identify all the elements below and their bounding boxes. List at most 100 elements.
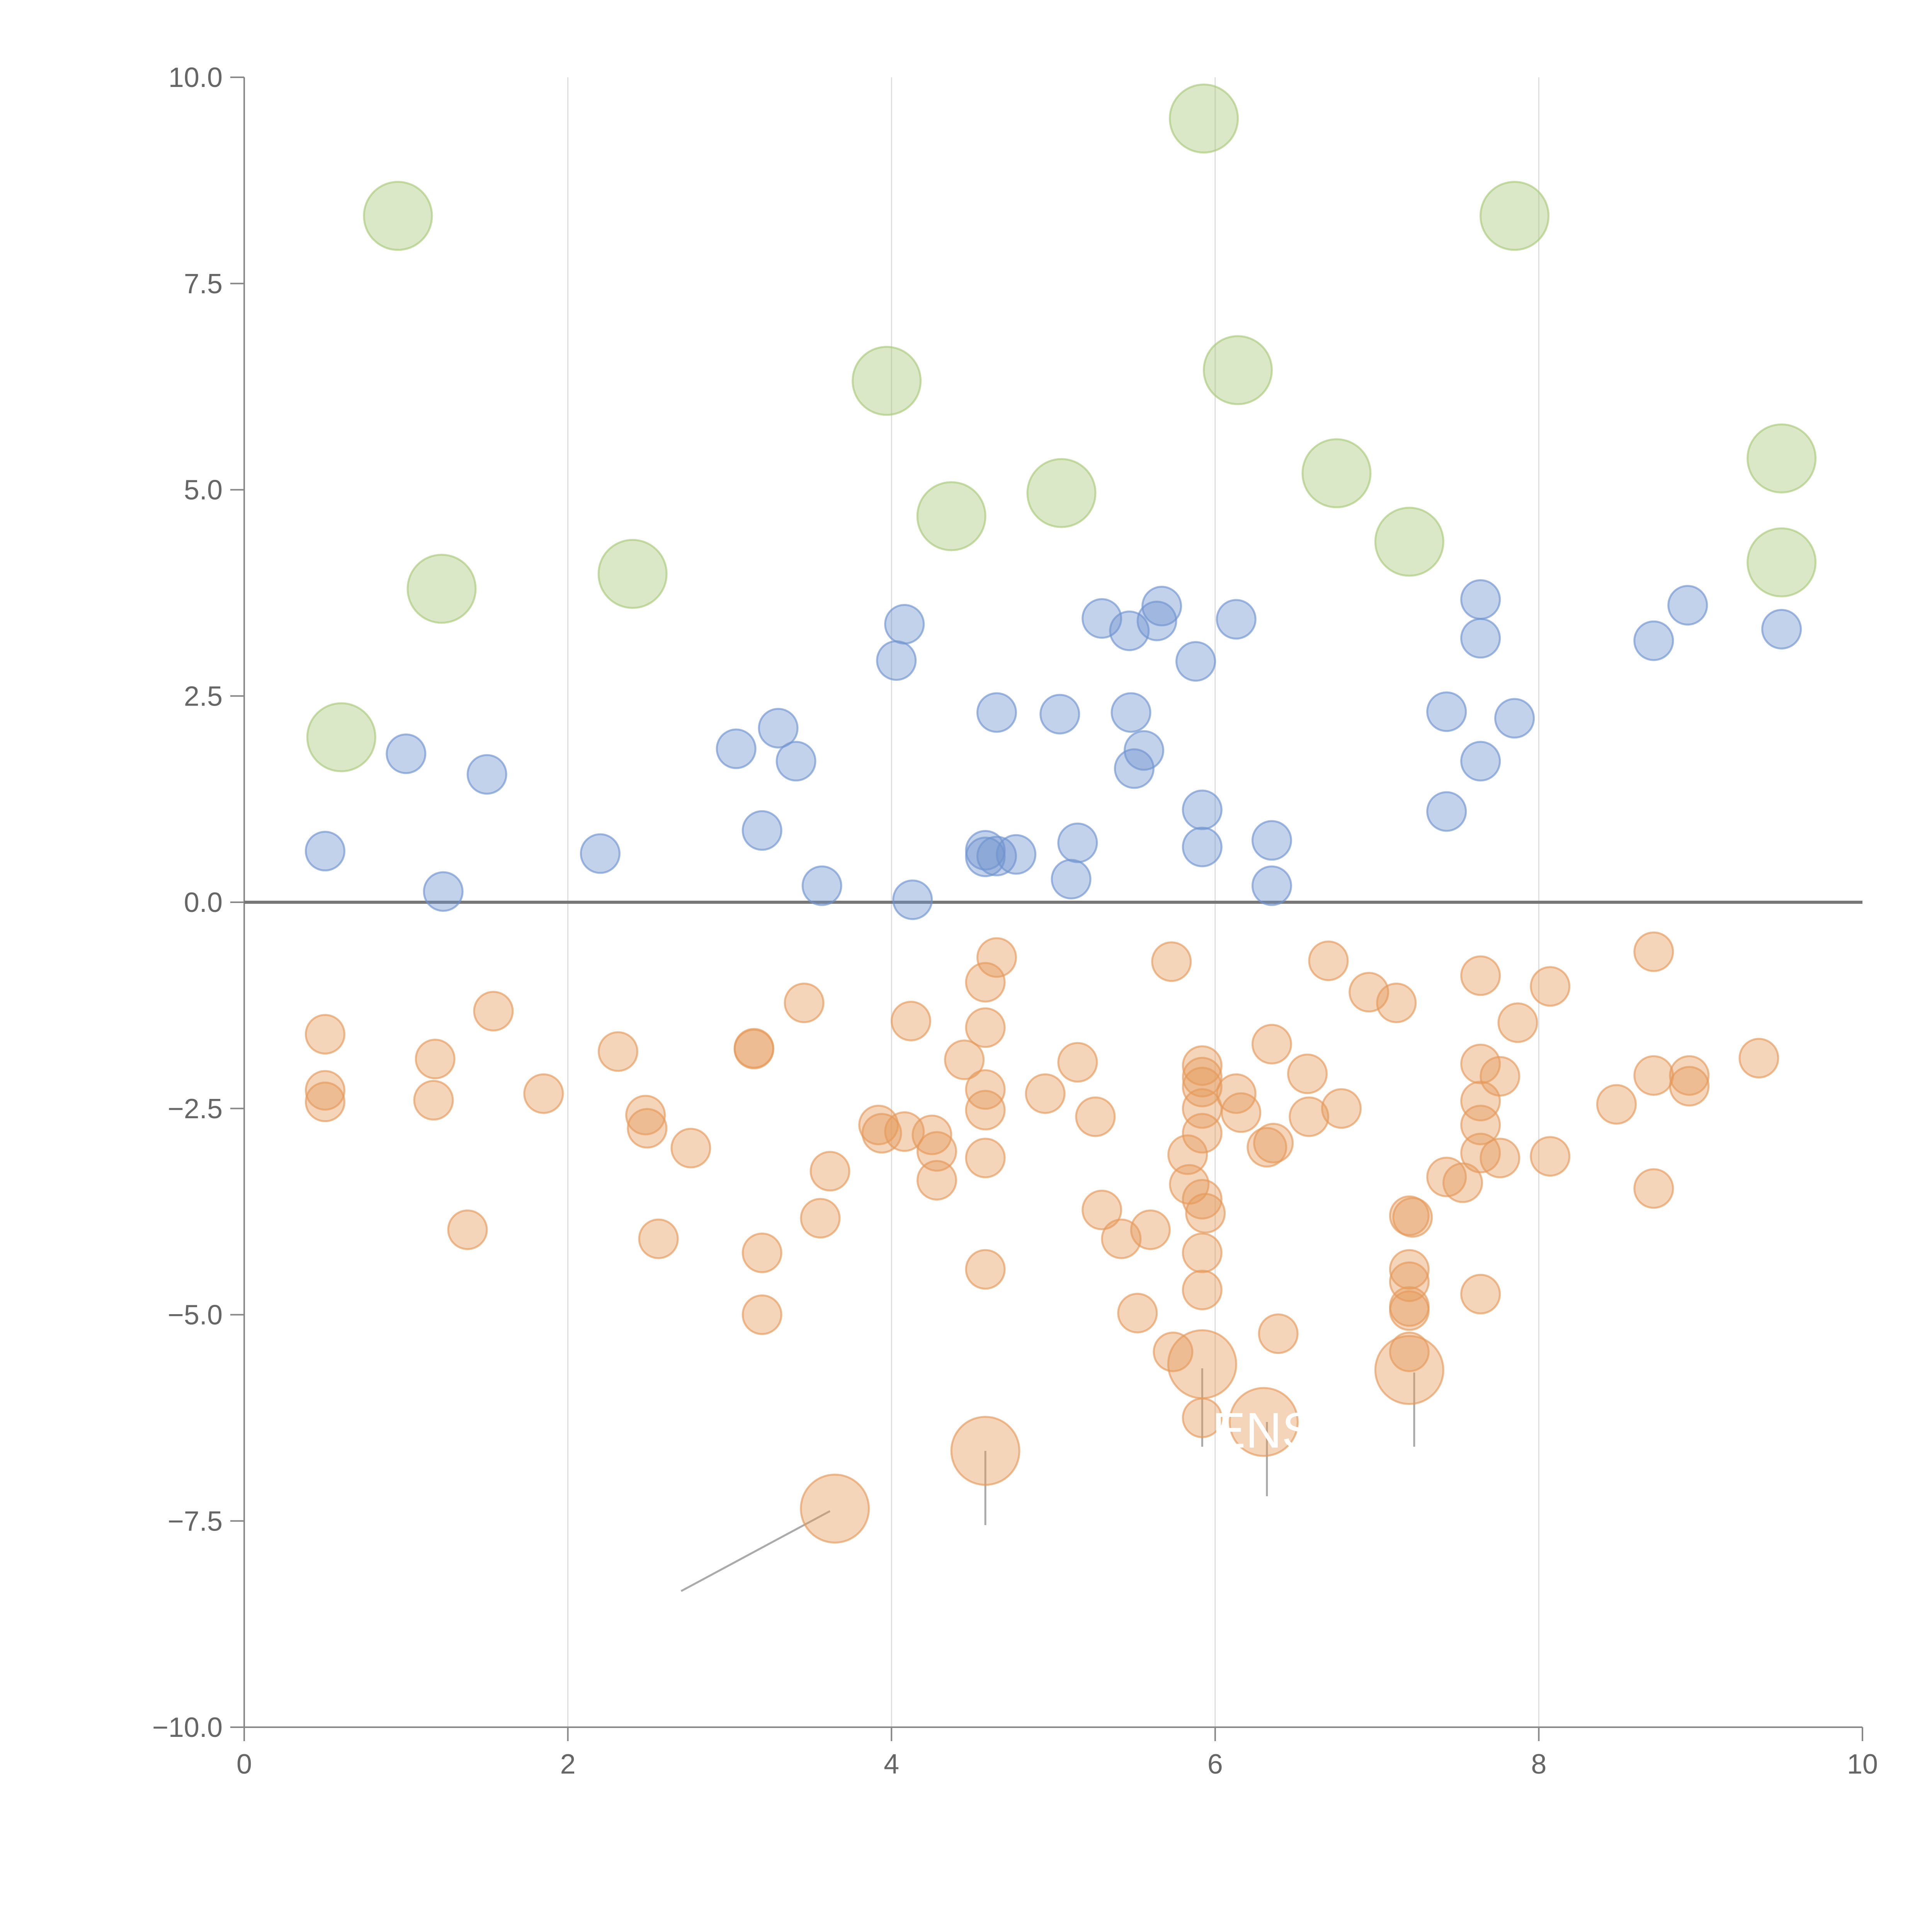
point-orange-large [950,1416,1020,1486]
point-green [1202,335,1273,405]
point-orange [1389,1195,1430,1236]
point-orange [1025,1073,1066,1114]
data-points [304,83,1817,1544]
point-orange-large [800,1473,870,1544]
point-orange [1530,1136,1571,1177]
point-orange [861,1113,902,1154]
point-orange [1349,972,1389,1013]
point-blue [876,640,917,681]
point-orange [1442,1162,1483,1203]
point-orange [1185,1193,1226,1234]
point-orange [1389,1290,1430,1331]
point-orange [1460,955,1501,996]
x-tick-label: 10 [1847,1749,1878,1780]
point-green [1301,438,1372,509]
x-tick-label: 8 [1531,1749,1546,1780]
point-blue [1082,598,1122,639]
point-orange [976,937,1017,978]
point-blue [1251,865,1292,906]
point-orange [1392,1197,1433,1238]
point-orange [1258,1313,1299,1354]
point-blue [776,741,816,782]
point-orange [1130,1209,1171,1250]
point-blue [580,833,621,874]
point-orange [810,1151,850,1192]
point-orange [965,1249,1006,1290]
point-blue [1460,579,1501,620]
point-orange [1376,982,1417,1023]
point-green [916,481,986,551]
y-tick-label: 5.0 [184,475,223,506]
point-blue [892,879,933,920]
point-orange [1389,1261,1430,1302]
point-blue [884,604,925,645]
point-orange-large [1228,1387,1299,1457]
point-blue [1109,611,1150,651]
point-orange [1151,941,1192,982]
x-tick-label: 2 [560,1749,576,1780]
point-blue [742,810,782,851]
point-orange [1633,931,1674,972]
point-blue [1182,827,1223,867]
point-orange [1480,1138,1520,1179]
point-orange [1075,1096,1116,1137]
point-orange [800,1198,841,1239]
point-orange [1253,1122,1294,1163]
point-orange [1251,1024,1292,1065]
point-green [406,554,477,624]
point-orange [1738,1038,1779,1079]
point-orange [1460,1043,1501,1084]
point-orange [1633,1168,1674,1209]
point-blue [1460,618,1501,659]
point-orange [473,991,514,1032]
point-orange [1082,1189,1122,1230]
point-orange [742,1294,782,1335]
point-orange [1153,1332,1194,1372]
point-orange [1182,1232,1223,1273]
point-blue [304,831,345,872]
point-orange [1460,1104,1501,1145]
point-orange [1182,1113,1223,1154]
point-blue [965,837,1006,878]
point-orange [1426,1156,1467,1197]
point-orange [523,1073,564,1114]
point-blue [1175,641,1216,682]
x-tick-label: 0 [236,1749,252,1780]
point-blue [1124,730,1165,771]
point-orange [916,1160,957,1201]
point-orange [1669,1055,1710,1096]
point-green [1026,458,1097,528]
point-orange [413,1080,454,1121]
point-orange [916,1131,957,1172]
point-blue [1057,822,1098,863]
point-orange [1057,1042,1098,1083]
point-orange [304,1014,345,1055]
point-blue [1051,859,1092,900]
y-tick-label: 0.0 [184,887,223,918]
point-orange [784,982,825,1023]
point-orange [965,1138,1006,1179]
y-tick-label: 10.0 [168,62,223,93]
point-blue [1251,820,1292,861]
point-green [597,539,668,609]
point-green [852,346,922,416]
point-orange [965,1069,1006,1110]
point-orange [965,1090,1006,1131]
point-blue [1114,748,1155,789]
point-blue [466,754,507,795]
point-orange [670,1128,711,1168]
point-green [1480,181,1550,251]
y-tick-label: −10.0 [152,1712,223,1743]
point-blue [996,834,1037,875]
annotation-label: ENS [1212,1402,1315,1458]
x-tick-label: 4 [884,1749,899,1780]
point-blue [386,733,427,774]
point-orange [1389,1249,1430,1290]
point-orange [1669,1066,1710,1107]
y-tick-label: −2.5 [168,1094,223,1124]
point-orange [1182,1057,1223,1098]
point-orange [1167,1134,1208,1175]
point-orange [1182,1045,1223,1086]
y-tick-label: 2.5 [184,681,223,712]
